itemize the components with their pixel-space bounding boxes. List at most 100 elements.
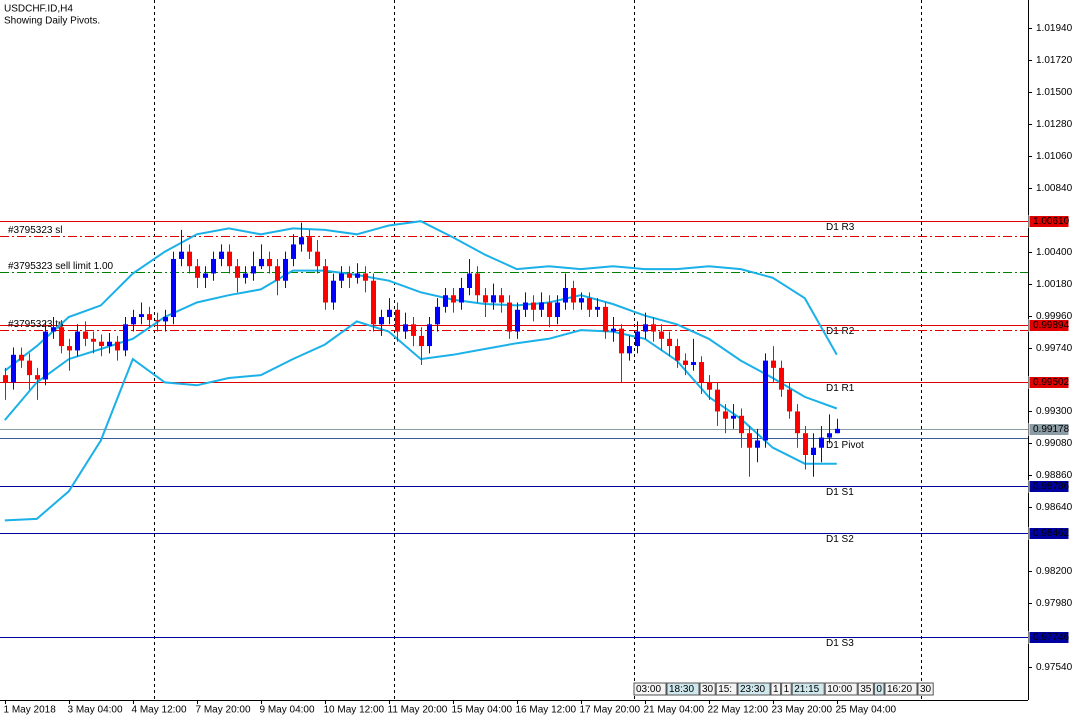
candle-body xyxy=(259,258,264,267)
time-marker-box xyxy=(770,682,782,696)
y-tick-label: 1.01060 xyxy=(1036,151,1073,162)
pivot-tag: 0.97746 xyxy=(1033,632,1070,643)
candle-body xyxy=(299,237,304,245)
candle-body xyxy=(483,295,488,303)
candle-body xyxy=(571,287,576,303)
time-marker: 16:20 xyxy=(887,684,912,695)
x-tick-label: 16 May 12:00 xyxy=(516,705,577,716)
x-tick-label: 17 May 20:00 xyxy=(580,705,641,716)
pivot-tag-box xyxy=(1028,376,1070,389)
candle-body xyxy=(707,382,712,390)
separators xyxy=(154,0,922,700)
x-tick-label: 23 May 20:00 xyxy=(772,705,833,716)
candle-body xyxy=(499,295,504,303)
candle-body xyxy=(307,237,312,252)
candle-body xyxy=(179,251,184,259)
candle-body xyxy=(43,331,48,380)
y-tick-label: 1.01280 xyxy=(1036,119,1073,130)
x-tick-label: 15 May 04:00 xyxy=(452,705,513,716)
order-label: #3795323 sell limit 1.00 xyxy=(8,261,114,272)
candle-body xyxy=(523,302,528,310)
candle-body xyxy=(699,362,704,383)
candle-body xyxy=(283,258,288,281)
candle-body xyxy=(323,266,328,303)
pivot-label: D1 Pivot xyxy=(826,440,864,451)
pivot-label: D1 S1 xyxy=(826,487,854,498)
candle-body xyxy=(763,360,768,441)
time-marker: 35 xyxy=(860,684,872,695)
candle-body xyxy=(339,273,344,281)
candle-body xyxy=(835,428,840,434)
time-marker-box xyxy=(884,682,918,696)
candle-body xyxy=(115,341,120,351)
candle-body xyxy=(267,258,272,267)
candle-body xyxy=(219,251,224,259)
chart-subtitle: Showing Daily Pivots. xyxy=(4,16,100,27)
y-tick-label: 1.01500 xyxy=(1036,87,1073,98)
y-tick-label: 1.00840 xyxy=(1036,183,1073,194)
candle-body xyxy=(139,314,144,318)
candle-body xyxy=(315,251,320,267)
x-tick-label: 10 May 12:00 xyxy=(324,705,385,716)
pivot-tag-box xyxy=(1028,319,1070,332)
chart-title: USDCHF.ID,H4 xyxy=(4,4,73,15)
candle-body xyxy=(827,433,832,438)
y-tick-label: 1.01720 xyxy=(1036,55,1073,66)
candle-body xyxy=(507,302,512,332)
candle-body xyxy=(643,324,648,332)
candle-body xyxy=(619,328,624,354)
time-marker-box xyxy=(857,682,874,696)
time-marker: 1 xyxy=(773,684,779,695)
candle-body xyxy=(691,362,696,365)
y-tick-label: 1.00400 xyxy=(1036,247,1073,258)
candle-body xyxy=(803,433,808,455)
y-tick-label: 0.99300 xyxy=(1036,406,1073,417)
candle-body xyxy=(59,327,64,347)
order-label: #3795323 sl xyxy=(8,225,63,236)
candle-body xyxy=(379,317,384,325)
pivot-label: D1 S2 xyxy=(826,534,854,545)
candle-body xyxy=(347,273,352,278)
x-tick-label: 3 May 04:00 xyxy=(68,705,123,716)
x-tick-label: 1 May 2018 xyxy=(4,705,57,716)
x-tick-label: 21 May 04:00 xyxy=(644,705,705,716)
candle-body xyxy=(99,341,104,347)
candle-body xyxy=(555,302,560,318)
y-tick-label: 0.99080 xyxy=(1036,438,1073,449)
time-marker: 0 xyxy=(876,684,882,695)
candle-body xyxy=(147,314,152,320)
candle-body xyxy=(595,306,600,310)
candle-body xyxy=(427,324,432,347)
bid-tag-box xyxy=(1028,423,1070,436)
candle-body xyxy=(35,375,40,380)
y-tick-label: 0.98860 xyxy=(1036,470,1073,481)
candle-body xyxy=(11,354,16,383)
candle-body xyxy=(755,440,760,448)
candle-body xyxy=(683,360,688,365)
time-marker: 21:15 xyxy=(794,684,819,695)
candle-body xyxy=(403,324,408,332)
candle-body xyxy=(107,341,112,347)
candle-body xyxy=(355,273,360,278)
band-line xyxy=(4,220,838,372)
pivot-tag: 1.00610 xyxy=(1033,216,1070,227)
candle-body xyxy=(787,389,792,412)
y-tick-label: 0.97540 xyxy=(1036,662,1073,673)
pivot-tag-box xyxy=(1028,631,1070,644)
time-marker: 03:00 xyxy=(636,684,661,695)
y-tick-label: 0.99740 xyxy=(1036,343,1073,354)
time-marker-box xyxy=(917,682,934,696)
bid-tag: 0.99178 xyxy=(1033,424,1070,435)
pivot-tag: 0.98786 xyxy=(1033,481,1070,492)
y-tick-label: 0.99960 xyxy=(1036,311,1073,322)
candle-body xyxy=(203,273,208,278)
band-line xyxy=(4,320,837,522)
pivot-label: D1 R3 xyxy=(826,222,855,233)
x-tick-label: 7 May 20:00 xyxy=(196,705,251,716)
candle-body xyxy=(435,306,440,325)
time-marker-box xyxy=(737,682,771,696)
candle-body xyxy=(515,309,520,332)
